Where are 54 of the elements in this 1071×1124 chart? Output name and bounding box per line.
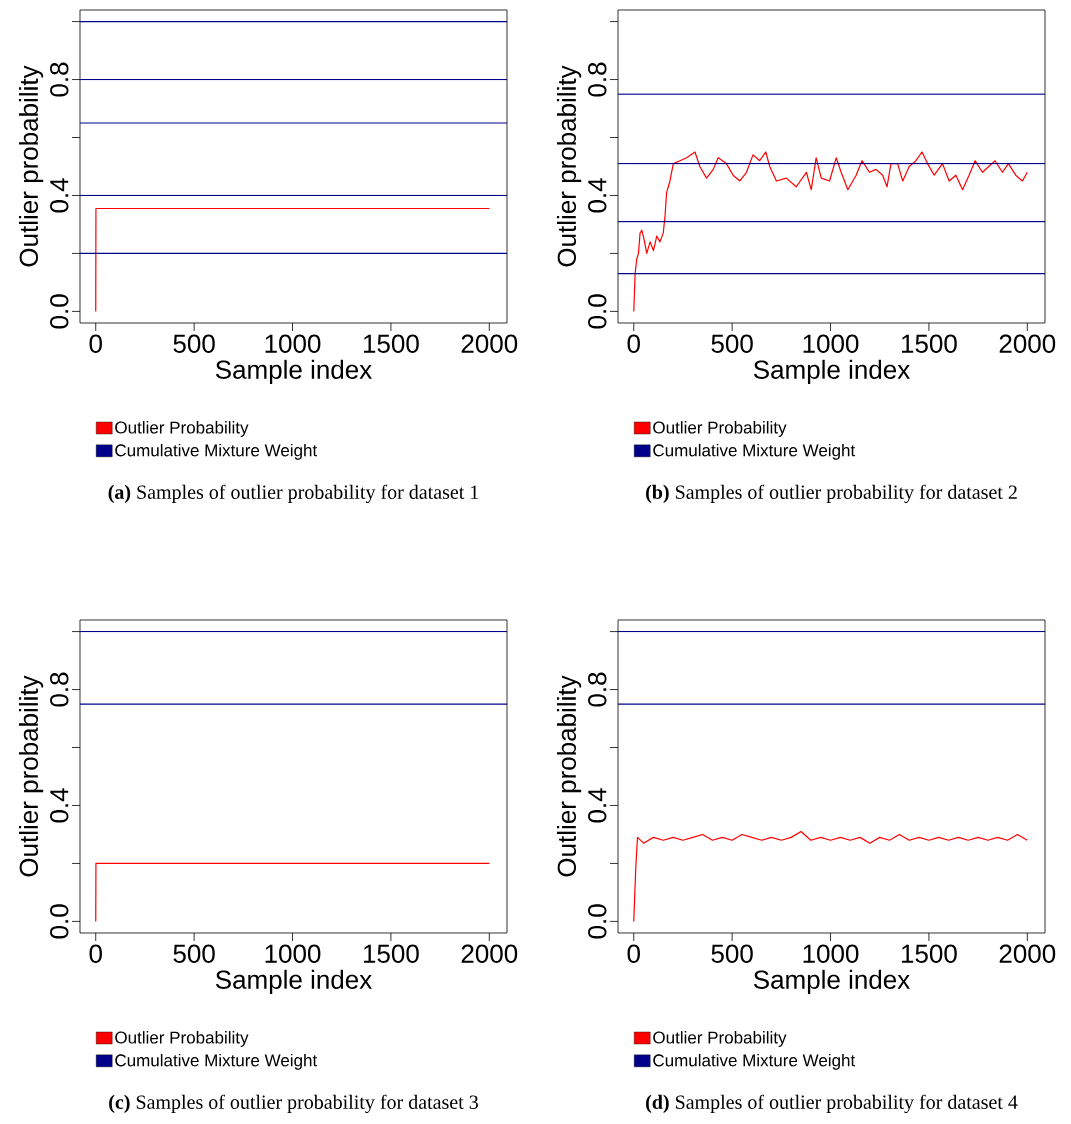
y-axis-title: Outlier probability <box>18 675 44 877</box>
y-tick-label: 0.0 <box>588 294 607 329</box>
y-tick-label: 0.4 <box>50 788 69 823</box>
line-series <box>633 830 1028 923</box>
legend-label: Cumulative Mixture Weight <box>653 443 856 460</box>
x-tick-label: 500 <box>711 944 753 963</box>
y-tick-label: 0.0 <box>50 904 69 939</box>
y-tick-label: 0.0 <box>588 904 607 939</box>
x-tick-label: 1000 <box>803 944 859 963</box>
x-axis-title: Sample index <box>215 359 372 385</box>
x-tick-label: 1500 <box>901 944 957 963</box>
x-axis-title: Sample index <box>215 969 372 995</box>
y-axis-title: Outlier probability <box>556 65 582 267</box>
legend-label: Outlier Probability <box>653 421 787 437</box>
y-tick-label: 0.4 <box>588 788 607 823</box>
y-tick-label: 0.8 <box>588 672 607 707</box>
x-axis-title: Sample index <box>753 969 910 995</box>
text: (b) Samples of outlier probability for dataset 2 <box>646 484 1017 504</box>
x-tick-label: 2000 <box>999 334 1056 353</box>
y-tick-label: 0.8 <box>50 672 69 707</box>
x-tick-label: 2000 <box>461 944 518 963</box>
x-tick-label: 1000 <box>265 944 321 963</box>
x-tick-label: 500 <box>711 334 753 353</box>
legend-label: Outlier Probability <box>115 1031 249 1047</box>
x-tick-label: 1000 <box>803 334 859 353</box>
legend-label: Cumulative Mixture Weight <box>115 443 318 460</box>
x-tick-label: 2000 <box>461 334 518 353</box>
y-tick-label: 0.0 <box>50 294 69 329</box>
y-tick-label: 0.8 <box>50 62 69 97</box>
legend-label: Cumulative Mixture Weight <box>653 1053 856 1070</box>
x-tick-label: 1500 <box>901 334 957 353</box>
x-tick-label: 0 <box>89 944 102 963</box>
y-axis-title: Outlier probability <box>18 65 44 267</box>
text: (c) Samples of outlier probability for dataset 3 <box>109 1094 478 1114</box>
legend-label: Outlier Probability <box>115 421 249 437</box>
x-tick-label: 2000 <box>999 944 1056 963</box>
line-series <box>633 151 1028 312</box>
x-tick-label: 1500 <box>363 944 419 963</box>
y-axis-title: Outlier probability <box>556 675 582 877</box>
legend-label: Outlier Probability <box>653 1031 787 1047</box>
x-tick-label: 0 <box>627 334 640 353</box>
x-axis-title: Sample index <box>753 359 910 385</box>
legend-label: Cumulative Mixture Weight <box>115 1053 318 1070</box>
text: (a) Samples of outlier probability for dataset 1 <box>108 484 479 504</box>
y-tick-label: 0.4 <box>50 178 69 213</box>
y-tick-label: 0.8 <box>588 62 607 97</box>
x-tick-label: 0 <box>89 334 102 353</box>
x-tick-label: 1500 <box>363 334 419 353</box>
x-tick-label: 1000 <box>265 334 321 353</box>
x-tick-label: 500 <box>173 944 215 963</box>
x-tick-label: 500 <box>173 334 215 353</box>
text: (d) Samples of outlier probability for dataset 4 <box>646 1094 1018 1114</box>
y-tick-label: 0.4 <box>588 178 607 213</box>
x-tick-label: 0 <box>627 944 640 963</box>
